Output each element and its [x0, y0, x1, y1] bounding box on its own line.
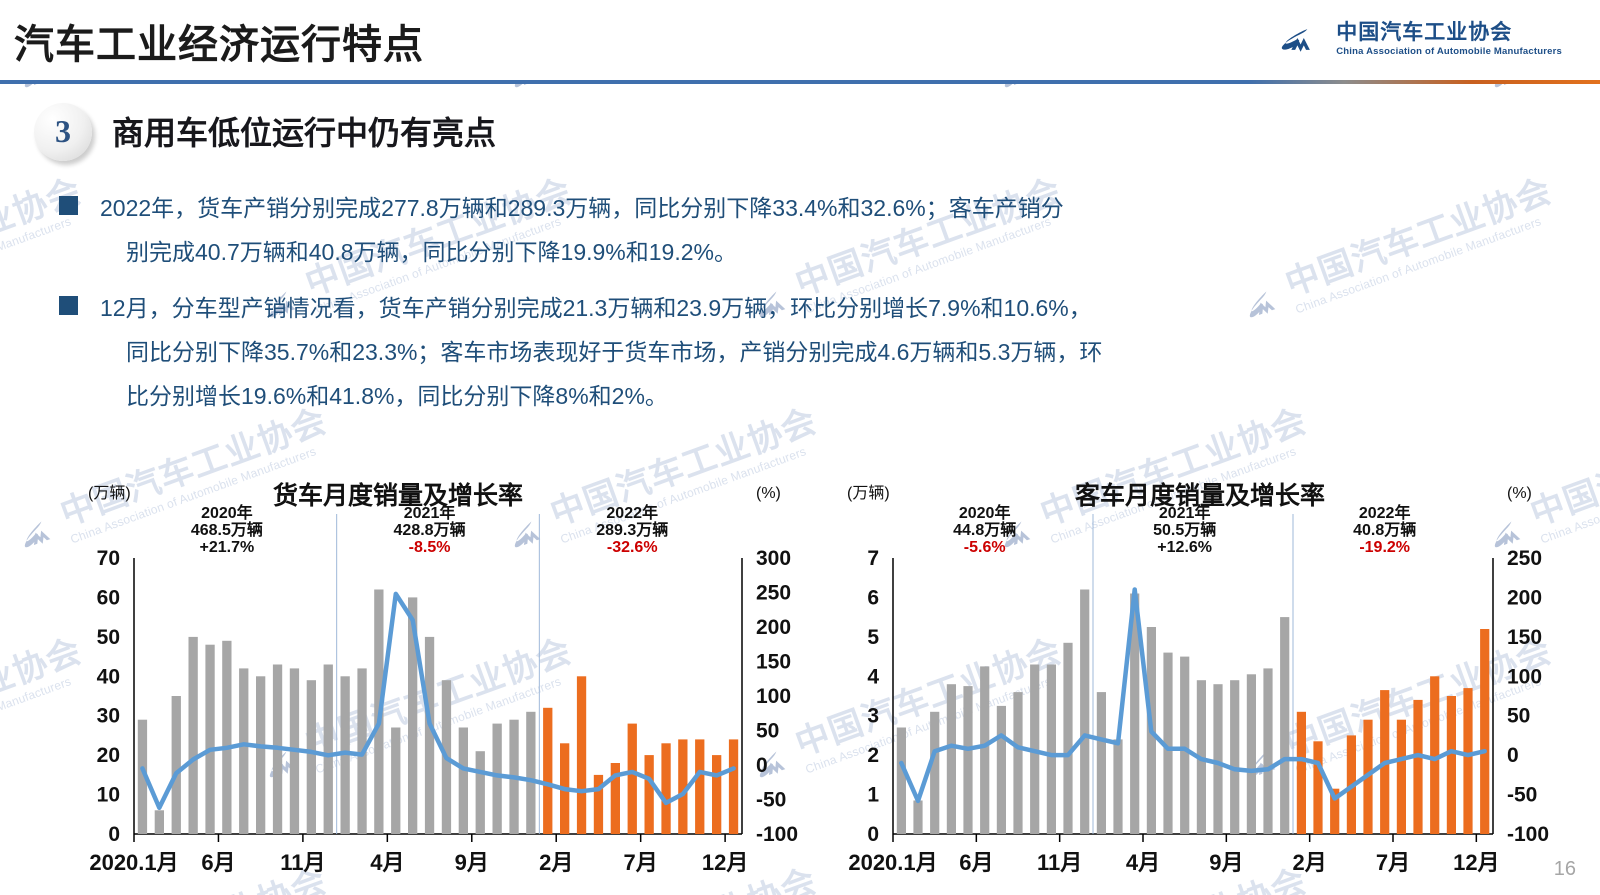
- svg-text:-32.6%: -32.6%: [607, 539, 658, 556]
- svg-text:2月: 2月: [539, 850, 573, 875]
- svg-text:428.8万辆: 428.8万辆: [394, 520, 466, 539]
- svg-text:50: 50: [1507, 705, 1530, 728]
- svg-text:(万辆): (万辆): [847, 484, 890, 502]
- svg-text:30: 30: [97, 705, 120, 728]
- svg-text:12月: 12月: [1453, 850, 1499, 875]
- svg-text:-50: -50: [1507, 784, 1537, 807]
- svg-text:50: 50: [97, 626, 120, 649]
- svg-text:9月: 9月: [455, 850, 489, 875]
- svg-text:+21.7%: +21.7%: [200, 539, 255, 556]
- svg-text:10: 10: [97, 784, 120, 807]
- svg-text:40.8万辆: 40.8万辆: [1353, 520, 1416, 539]
- svg-text:20: 20: [97, 744, 120, 767]
- svg-text:6月: 6月: [959, 850, 993, 875]
- svg-text:0: 0: [756, 754, 768, 777]
- svg-text:6: 6: [867, 586, 879, 609]
- svg-text:货车月度销量及增长率: 货车月度销量及增长率: [273, 481, 523, 510]
- svg-text:40: 40: [97, 665, 120, 688]
- svg-text:150: 150: [756, 651, 791, 674]
- svg-text:9月: 9月: [1209, 850, 1243, 875]
- svg-text:300: 300: [756, 547, 791, 570]
- svg-text:4月: 4月: [1126, 850, 1160, 875]
- svg-text:2022年: 2022年: [606, 503, 658, 522]
- svg-text:0: 0: [1507, 744, 1519, 767]
- svg-text:44.8万辆: 44.8万辆: [953, 520, 1016, 539]
- svg-text:2: 2: [867, 744, 879, 767]
- svg-text:70: 70: [97, 547, 120, 570]
- svg-text:+12.6%: +12.6%: [1157, 539, 1212, 556]
- svg-text:289.3万辆: 289.3万辆: [596, 520, 668, 539]
- svg-text:50.5万辆: 50.5万辆: [1153, 520, 1216, 539]
- svg-text:468.5万辆: 468.5万辆: [191, 520, 263, 539]
- svg-text:2020年: 2020年: [959, 503, 1011, 522]
- svg-text:2021年: 2021年: [1159, 503, 1211, 522]
- svg-text:4月: 4月: [370, 850, 404, 875]
- svg-text:100: 100: [756, 685, 791, 708]
- svg-text:2020.1月: 2020.1月: [848, 850, 937, 875]
- svg-text:11月: 11月: [280, 850, 325, 875]
- svg-text:200: 200: [756, 616, 791, 639]
- svg-text:-50: -50: [756, 789, 786, 812]
- svg-text:-100: -100: [1507, 823, 1549, 846]
- svg-text:100: 100: [1507, 665, 1542, 688]
- svg-text:1: 1: [867, 784, 879, 807]
- svg-text:2020年: 2020年: [201, 503, 253, 522]
- svg-text:7月: 7月: [624, 850, 658, 875]
- svg-text:-100: -100: [756, 823, 798, 846]
- svg-text:250: 250: [756, 582, 791, 605]
- svg-text:2022年: 2022年: [1359, 503, 1411, 522]
- svg-text:7: 7: [867, 547, 879, 570]
- svg-text:0: 0: [108, 823, 120, 846]
- svg-text:(%): (%): [1507, 485, 1532, 502]
- svg-text:5: 5: [867, 626, 879, 649]
- svg-text:6月: 6月: [201, 850, 235, 875]
- svg-text:-19.2%: -19.2%: [1359, 539, 1410, 556]
- svg-text:(万辆): (万辆): [88, 484, 131, 502]
- svg-text:60: 60: [97, 586, 120, 609]
- svg-text:250: 250: [1507, 547, 1542, 570]
- svg-text:11月: 11月: [1037, 850, 1082, 875]
- svg-text:12月: 12月: [702, 850, 748, 875]
- svg-text:7月: 7月: [1376, 850, 1410, 875]
- svg-text:-8.5%: -8.5%: [409, 539, 451, 556]
- svg-text:3: 3: [867, 705, 879, 728]
- svg-text:(%): (%): [756, 485, 781, 502]
- svg-text:200: 200: [1507, 586, 1542, 609]
- svg-text:2021年: 2021年: [404, 503, 456, 522]
- svg-text:4: 4: [867, 665, 879, 688]
- svg-text:2月: 2月: [1293, 850, 1327, 875]
- svg-text:50: 50: [756, 720, 779, 743]
- svg-text:150: 150: [1507, 626, 1542, 649]
- svg-text:2020.1月: 2020.1月: [89, 850, 178, 875]
- svg-text:0: 0: [867, 823, 879, 846]
- svg-text:-5.6%: -5.6%: [964, 539, 1006, 556]
